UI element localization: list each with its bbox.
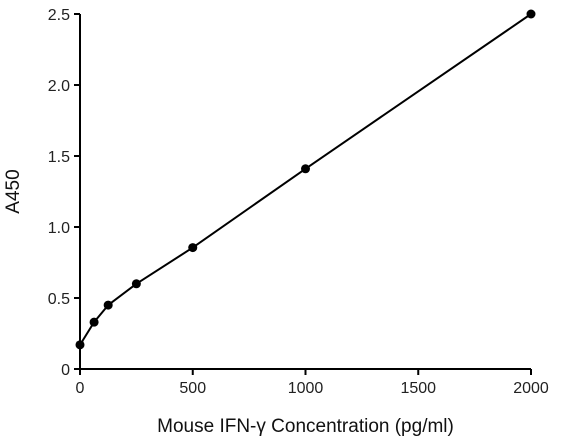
y-tick-label: 1.0	[48, 220, 70, 237]
series-line	[79, 13, 532, 346]
y-tick-label: 1.5	[48, 149, 70, 166]
plot-area: 0 0.5 1.0 1.5 2.0 2.5 0 500 1000 1500 2000	[48, 7, 549, 397]
x-tick-label: 500	[179, 380, 206, 397]
x-tick-label: 1000	[288, 380, 324, 397]
data-point	[75, 340, 85, 350]
x-tick-label: 0	[76, 380, 85, 397]
x-axis-title: Mouse IFN-γ Concentration (pg/ml)	[157, 416, 454, 437]
y-tick-label: 2.0	[48, 78, 70, 95]
data-point	[301, 164, 310, 174]
y-tick-label: 0.5	[48, 291, 70, 308]
y-tick-label: 0	[61, 362, 70, 379]
data-point	[131, 279, 141, 289]
y-tick-label: 2.5	[48, 7, 70, 24]
y-axis-title: A450	[3, 169, 24, 213]
data-point	[89, 317, 99, 327]
x-tick-label: 1500	[400, 380, 436, 397]
data-point	[188, 243, 198, 253]
x-tick-label: 2000	[513, 380, 549, 397]
data-point	[526, 9, 536, 19]
data-point	[103, 300, 113, 310]
